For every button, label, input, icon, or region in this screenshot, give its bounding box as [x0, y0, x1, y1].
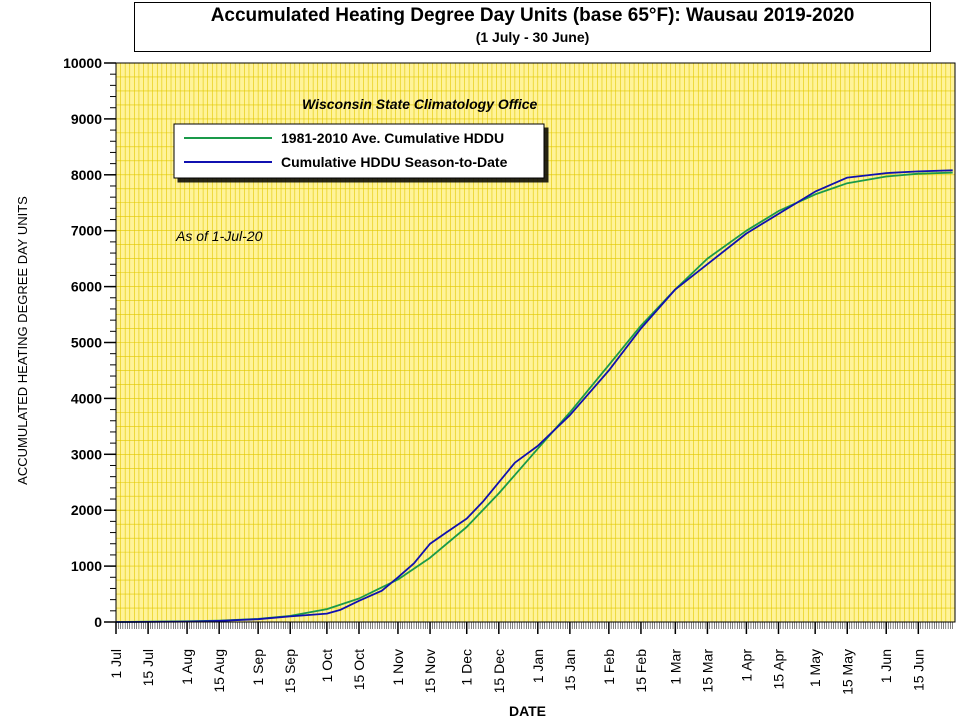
- y-tick-label: 5000: [71, 335, 102, 351]
- x-tick-label: 15 Oct: [351, 649, 367, 690]
- x-tick-label: 1 Jul: [108, 649, 124, 679]
- y-tick-label: 7000: [71, 223, 102, 239]
- legend: 1981-2010 Ave. Cumulative HDDU Cumulative…: [173, 123, 545, 179]
- y-tick-label: 4000: [71, 390, 102, 406]
- x-tick-label: 15 Jan: [562, 649, 578, 691]
- x-tick-label: 15 Jul: [140, 649, 156, 686]
- x-tick-label: 1 Aug: [179, 649, 195, 685]
- x-tick-label: 15 Aug: [211, 649, 227, 693]
- x-tick-label: 15 Dec: [491, 649, 507, 693]
- y-tick-label: 6000: [71, 279, 102, 295]
- x-tick-label: 15 Apr: [770, 649, 786, 690]
- title-box: Accumulated Heating Degree Day Units (ba…: [134, 2, 931, 52]
- x-axis-title: DATE: [509, 703, 546, 719]
- x-tick-label: 1 May: [807, 649, 823, 687]
- y-axis-title: ACCUMULATED HEATING DEGREE DAY UNITS: [15, 196, 30, 485]
- x-tick-label: 15 Jun: [910, 649, 926, 691]
- series-lines: [115, 169, 953, 623]
- as-of-annotation: As of 1-Jul-20: [176, 228, 263, 244]
- x-tick-label: 1 Jun: [878, 649, 894, 683]
- legend-label: 1981-2010 Ave. Cumulative HDDU: [281, 130, 504, 146]
- x-tick-label: 15 Mar: [699, 649, 715, 693]
- chart-title: Accumulated Heating Degree Day Units (ba…: [210, 5, 855, 26]
- y-tick-label: 8000: [71, 167, 102, 183]
- y-tick-label: 2000: [71, 502, 102, 518]
- x-tick-label: 15 May: [839, 649, 855, 695]
- season-hddu-line: [115, 169, 953, 623]
- x-tick-label: 1 Oct: [319, 649, 335, 683]
- y-tick-label: 3000: [71, 446, 102, 462]
- y-tick-label: 10000: [63, 55, 102, 71]
- legend-box: [173, 123, 545, 179]
- y-tick-label: 1000: [71, 558, 102, 574]
- x-tick-label: 1 Apr: [738, 649, 754, 682]
- x-tick-label: 1 Feb: [601, 649, 617, 685]
- x-tick-label: 1 Mar: [667, 649, 683, 685]
- y-tick-label: 0: [94, 614, 102, 630]
- legend-label: Cumulative HDDU Season-to-Date: [281, 154, 508, 170]
- chart-subtitle: (1 July - 30 June): [475, 29, 590, 45]
- x-tick-label: 1 Nov: [390, 649, 406, 686]
- office-annotation: Wisconsin State Climatology Office: [302, 96, 538, 112]
- x-tick-label: 1 Sep: [250, 649, 266, 686]
- x-tick-label: 15 Feb: [633, 649, 649, 693]
- x-tick-label: 15 Nov: [422, 649, 438, 693]
- x-tick-label: 15 Sep: [282, 649, 298, 694]
- axes: 0 1000 2000 3000 4000 5000 6000 7000 8000 9000 100…: [15, 55, 953, 719]
- x-tick-label: 1 Dec: [459, 649, 475, 686]
- x-tick-label: 1 Jan: [530, 649, 546, 683]
- y-tick-label: 9000: [71, 111, 102, 127]
